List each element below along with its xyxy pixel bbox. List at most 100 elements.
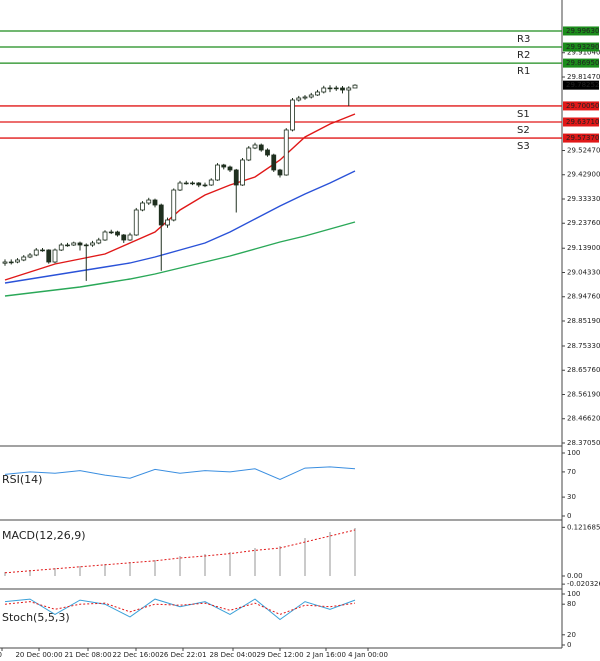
candle-body xyxy=(102,231,108,241)
candle-body xyxy=(308,94,314,98)
level-price-box xyxy=(563,42,599,52)
level-name: R1 xyxy=(517,66,530,77)
candle-body xyxy=(46,249,52,263)
y-tick-label: 0.121685 xyxy=(567,523,600,531)
y-tick-label: 28.85190 xyxy=(567,317,600,325)
y-tick-label: 100 xyxy=(567,449,580,457)
candle-body xyxy=(171,189,177,221)
candle-body xyxy=(296,97,302,101)
y-tick-label: 70 xyxy=(567,468,576,476)
level-price-box xyxy=(563,117,599,127)
candle-body xyxy=(177,182,183,191)
candle-body xyxy=(121,234,127,241)
y-tick-label: 0.00 xyxy=(567,572,583,580)
candle-body xyxy=(58,244,64,251)
candle-body xyxy=(52,249,58,263)
candle-body xyxy=(271,154,277,171)
y-tick-label: 28.75330 xyxy=(567,342,600,350)
level-price-label: 29.86950 xyxy=(566,59,599,67)
x-tick-label: 29 Dec 12:00 xyxy=(256,651,303,659)
last-price-box xyxy=(563,80,599,90)
candle-body xyxy=(215,164,220,181)
candle-body xyxy=(127,234,133,241)
level-price-label: 29.70050 xyxy=(566,102,599,110)
candle-body xyxy=(21,256,27,261)
candle-body xyxy=(283,129,289,176)
x-tick-label: 20 Dec 00:00 xyxy=(15,651,62,659)
candle-body xyxy=(15,259,20,263)
candle-body xyxy=(315,91,320,96)
level-price-box xyxy=(563,133,599,143)
candle-body xyxy=(208,179,214,186)
last-price-label: 29.78252 xyxy=(566,81,599,89)
candle-body xyxy=(83,244,89,247)
candle-body xyxy=(227,166,233,171)
candle-body xyxy=(2,261,8,264)
y-tick-label: 28.46620 xyxy=(567,415,600,423)
y-tick-label: 28.37050 xyxy=(567,439,600,447)
candle-body xyxy=(302,96,308,99)
y-tick-label: 30 xyxy=(567,493,576,501)
candle-body xyxy=(77,242,83,246)
y-tick-label: 0 xyxy=(567,512,571,520)
macd-title: MACD(12,26,9) xyxy=(2,529,86,542)
candle-body xyxy=(265,149,270,156)
moving-average xyxy=(4,113,356,281)
candle-body xyxy=(196,182,202,186)
candle-body xyxy=(115,231,120,236)
level-price-box xyxy=(563,58,599,68)
candle-body xyxy=(158,204,164,226)
candle-body xyxy=(190,182,195,185)
level-name: S3 xyxy=(517,141,530,152)
candle-body xyxy=(246,147,252,161)
level-name: S2 xyxy=(517,125,530,136)
y-tick-label: 29.81470 xyxy=(567,73,600,81)
level-price-label: 29.99630 xyxy=(566,27,599,35)
stoch-main xyxy=(4,598,356,621)
x-tick-label: 2 Jan 16:00 xyxy=(306,651,346,659)
candle-body xyxy=(233,169,239,186)
y-tick-label: -0.020326 xyxy=(567,580,600,588)
candle-body xyxy=(327,87,333,90)
candle-body xyxy=(133,209,139,236)
level-name: R3 xyxy=(517,34,530,45)
y-tick-label: 29.91040 xyxy=(567,49,600,57)
candle-body xyxy=(346,87,352,91)
y-tick-label: 29.13900 xyxy=(567,244,600,252)
moving-average xyxy=(4,221,356,297)
stoch-title: Stoch(5,5,3) xyxy=(2,611,70,624)
candle-body xyxy=(183,182,189,185)
y-tick-label: 29.04330 xyxy=(567,268,600,276)
macd-signal xyxy=(4,529,356,574)
x-tick-label: 22 Dec 16:00 xyxy=(112,651,159,659)
candle-body xyxy=(65,244,70,247)
candle-body xyxy=(221,164,227,168)
candle-body xyxy=(321,87,327,93)
x-tick-label: 16:00 xyxy=(0,651,2,659)
candle-body xyxy=(240,159,245,186)
y-tick-label: 28.56190 xyxy=(567,390,600,398)
y-tick-label: 29.52470 xyxy=(567,146,600,154)
x-tick-label: 4 Jan 00:00 xyxy=(348,651,388,659)
candle-body xyxy=(258,144,264,151)
candle-body xyxy=(146,199,152,204)
x-tick-label: 28 Dec 04:00 xyxy=(209,651,256,659)
candle-body xyxy=(340,87,345,91)
y-tick-label: 29.42900 xyxy=(567,171,600,179)
y-tick-label: 20 xyxy=(567,631,576,639)
candle-body xyxy=(96,239,102,244)
candle-body xyxy=(8,261,14,264)
candle-body xyxy=(71,242,77,246)
moving-average xyxy=(4,170,356,284)
level-price-label: 29.57370 xyxy=(566,134,599,142)
y-tick-label: 28.94760 xyxy=(567,293,600,301)
level-price-label: 29.63710 xyxy=(566,118,599,126)
candle-body xyxy=(40,249,45,252)
candle-body xyxy=(165,219,170,226)
level-price-box xyxy=(563,101,599,111)
candle-body xyxy=(352,84,358,89)
x-tick-label: 21 Dec 08:00 xyxy=(64,651,111,659)
candle-body xyxy=(290,99,295,131)
